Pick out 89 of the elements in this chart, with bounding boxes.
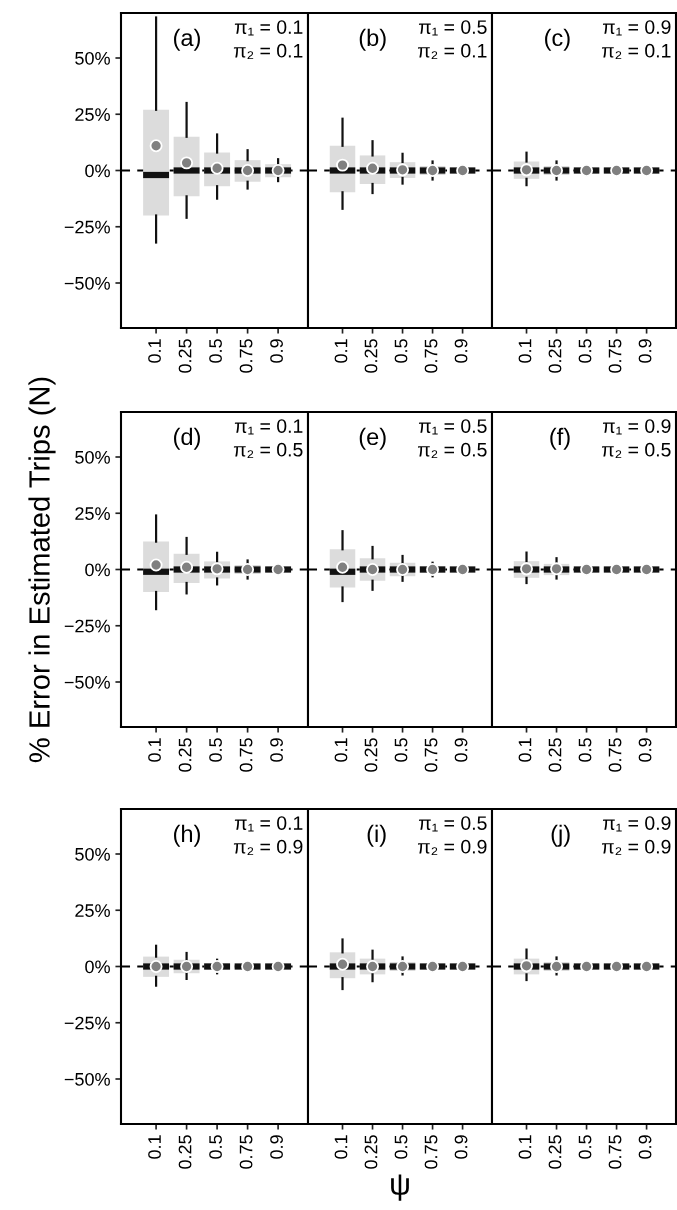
y-tick-label: −25% [64, 619, 110, 633]
y-tick-label: −50% [64, 276, 110, 290]
x-tick-label: 0.25 [178, 1135, 192, 1169]
x-tick-label: 0.1 [148, 738, 161, 762]
y-tick-label: −25% [64, 1016, 110, 1030]
x-tick-label: 0.75 [608, 1135, 622, 1169]
x-tick-label: 0.25 [178, 738, 192, 772]
x-tick-label: 0.75 [424, 738, 438, 772]
x-tick-label: 0.5 [394, 738, 408, 762]
y-tick-label: 50% [75, 450, 110, 464]
x-tick-label: 0.9 [638, 738, 652, 762]
x-tick-label: 0.25 [364, 339, 378, 373]
x-tick-label: 0.5 [578, 1135, 592, 1159]
x-tick-label: 0.9 [270, 1135, 283, 1159]
x-axis-title: ψ [391, 1174, 409, 1201]
x-tick-label: 0.9 [454, 738, 468, 762]
annotation: π₂ = 0.1 [418, 43, 487, 60]
x-tick-label: 0.5 [394, 339, 408, 363]
x-tick-label: 0.5 [209, 738, 222, 762]
x-tick-label: 0.25 [548, 738, 562, 772]
annotation: π₂ = 0.5 [233, 442, 303, 459]
x-tick-label: 0.9 [454, 339, 468, 363]
x-tick-label: 0.9 [638, 339, 652, 363]
x-tick-label: 0.1 [334, 738, 348, 762]
x-tick-label: 0.75 [239, 738, 253, 772]
x-tick-label: 0.75 [239, 1135, 253, 1169]
x-tick-label: 0.1 [334, 339, 348, 363]
annotation: π₂ = 0.9 [602, 839, 671, 856]
annotation: π₁ = 0.1 [234, 20, 303, 36]
x-tick-label: 0.1 [518, 738, 532, 762]
x-tick-label: 0.75 [608, 339, 622, 373]
annotation: π₁ = 0.5 [418, 20, 487, 36]
text: (d) [174, 427, 200, 450]
text: (a) [174, 28, 200, 51]
x-tick-label: 0.5 [578, 339, 592, 363]
text: (f) [550, 427, 570, 450]
text: (j) [551, 824, 570, 847]
annotation: π₁ = 0.1 [234, 816, 303, 832]
text: (e) [359, 427, 386, 450]
x-tick-label: 0.5 [578, 738, 592, 762]
x-tick-label: 0.5 [209, 1135, 222, 1159]
annotation: π₁ = 0.9 [602, 419, 671, 435]
annotation: π₁ = 0.9 [602, 20, 671, 36]
annotation: π₂ = 0.5 [602, 442, 671, 459]
text: (b) [359, 28, 386, 51]
x-tick-label: 0.1 [334, 1135, 348, 1159]
y-tick-label: 50% [75, 51, 110, 65]
y-tick-label: 25% [75, 507, 110, 520]
x-tick-label: 0.25 [548, 339, 562, 373]
x-tick-label: 0.9 [270, 339, 283, 363]
x-tick-label: 0.75 [424, 339, 438, 373]
annotation: π₁ = 0.1 [234, 419, 303, 435]
y-tick-label: 25% [75, 904, 110, 917]
x-tick-label: 0.1 [518, 1135, 532, 1159]
text: (c) [545, 28, 570, 51]
y-tick-label: 25% [75, 108, 110, 121]
y-tick-label: −50% [64, 675, 110, 689]
text: (i) [367, 824, 386, 847]
x-tick-label: 0.25 [178, 339, 192, 373]
y-tick-label: −50% [64, 1072, 110, 1086]
x-tick-label: 0.75 [608, 738, 622, 772]
y-tick-label: 0% [85, 164, 110, 178]
x-tick-label: 0.9 [638, 1135, 652, 1159]
x-tick-label: 0.5 [209, 339, 222, 363]
x-tick-label: 0.25 [548, 1135, 562, 1169]
y-tick-label: −25% [64, 220, 110, 234]
x-tick-label: 0.1 [518, 339, 532, 363]
text: (h) [174, 824, 200, 847]
annotation: π₂ = 0.5 [418, 442, 487, 459]
x-tick-label: 0.9 [454, 1135, 468, 1159]
annotation: π₂ = 0.1 [602, 43, 671, 60]
x-tick-label: 0.25 [364, 738, 378, 772]
y-axis-title: % Error in Estimated Trips (N) [28, 377, 56, 763]
y-tick-label: 0% [85, 960, 110, 974]
y-tick-label: 0% [85, 563, 110, 577]
annotation: π₁ = 0.5 [418, 816, 487, 832]
x-tick-label: 0.5 [394, 1135, 408, 1159]
x-tick-label: 0.75 [424, 1135, 438, 1169]
annotation: π₁ = 0.9 [602, 816, 671, 832]
annotation: π₂ = 0.9 [233, 839, 303, 856]
y-tick-label: 50% [75, 847, 110, 861]
x-tick-label: 0.25 [364, 1135, 378, 1169]
annotation: π₂ = 0.1 [233, 43, 303, 60]
x-tick-label: 0.9 [270, 738, 283, 762]
x-tick-label: 0.1 [148, 1135, 161, 1159]
annotation: π₁ = 0.5 [418, 419, 487, 435]
x-tick-label: 0.1 [148, 339, 161, 363]
x-tick-label: 0.75 [239, 339, 253, 373]
annotation: π₂ = 0.9 [418, 839, 487, 856]
